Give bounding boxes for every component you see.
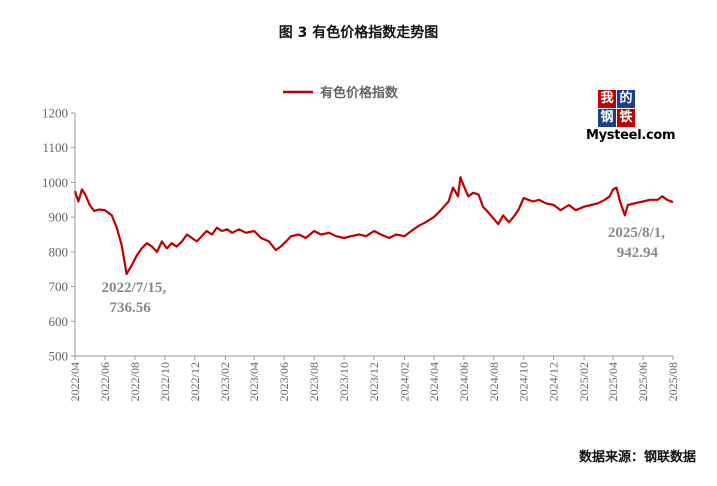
plot-area	[73, 176, 674, 275]
y-tick-label: 600	[49, 314, 69, 329]
logo-char-4: 铁	[617, 109, 635, 127]
annotation-label: 2025/8/1,	[608, 225, 665, 241]
x-tick-label: 2023/10	[337, 362, 351, 401]
x-tick-label: 2023/06	[277, 362, 291, 401]
x-tick-label: 2024/10	[517, 362, 531, 401]
x-tick-label: 2022/10	[158, 362, 172, 401]
y-tick-label: 800	[49, 244, 69, 259]
x-tick-label: 2025/08	[666, 362, 680, 401]
x-tick-label: 2025/04	[606, 362, 620, 401]
legend: 有色价格指数	[283, 85, 399, 101]
x-tick-label: 2022/12	[188, 362, 202, 401]
x-tick-label: 2023/02	[218, 362, 232, 401]
x-tick-label: 2022/06	[98, 362, 112, 401]
logo-char-1: 我	[598, 90, 616, 108]
series-line	[73, 176, 674, 275]
x-tick-label: 2022/04	[68, 362, 82, 401]
logo-char-3: 钢	[598, 109, 616, 127]
x-tick-label: 2024/04	[427, 362, 441, 401]
annotation-value: 942.94	[617, 245, 659, 261]
x-tick-label: 2024/08	[487, 362, 501, 401]
y-tick-label: 1200	[42, 106, 68, 121]
y-axis: 500 600 700 800 900 1000 1100 1200	[42, 106, 76, 364]
annotations: 2022/7/15, 736.56 2025/8/1, 942.94	[102, 225, 666, 316]
x-tick-label: 2024/12	[547, 362, 561, 401]
annotation-label: 2022/7/15,	[102, 280, 167, 296]
x-tick-label: 2024/06	[457, 362, 471, 401]
y-tick-label: 900	[49, 210, 69, 225]
x-axis: 2022/04 2022/06 2022/08 2022/10 2022/12 2023/…	[68, 355, 680, 401]
y-tick-label: 1100	[42, 140, 68, 155]
x-tick-label: 2025/06	[636, 362, 650, 401]
legend-label: 有色价格指数	[320, 85, 399, 101]
x-tick-label: 2023/04	[247, 362, 261, 401]
x-tick-label: 2022/08	[128, 362, 142, 401]
figure-title: 图 3 有色价格指数走势图	[278, 25, 439, 41]
y-tick-label: 1000	[42, 175, 68, 190]
y-tick-label: 700	[49, 279, 69, 294]
data-source: 数据来源：钢联数据	[578, 450, 696, 465]
annotation-value: 736.56	[110, 300, 152, 316]
logo-wordmark: Mysteel.com	[586, 128, 676, 143]
x-tick-label: 2023/08	[307, 362, 321, 401]
x-tick-label: 2024/02	[397, 362, 411, 401]
x-tick-label: 2023/12	[367, 362, 381, 401]
x-tick-label: 2025/02	[577, 362, 591, 401]
y-tick-label: 500	[49, 349, 69, 364]
mysteel-logo: 我 的 钢 铁 Mysteel.com	[586, 88, 676, 150]
logo-char-2: 的	[617, 90, 635, 108]
